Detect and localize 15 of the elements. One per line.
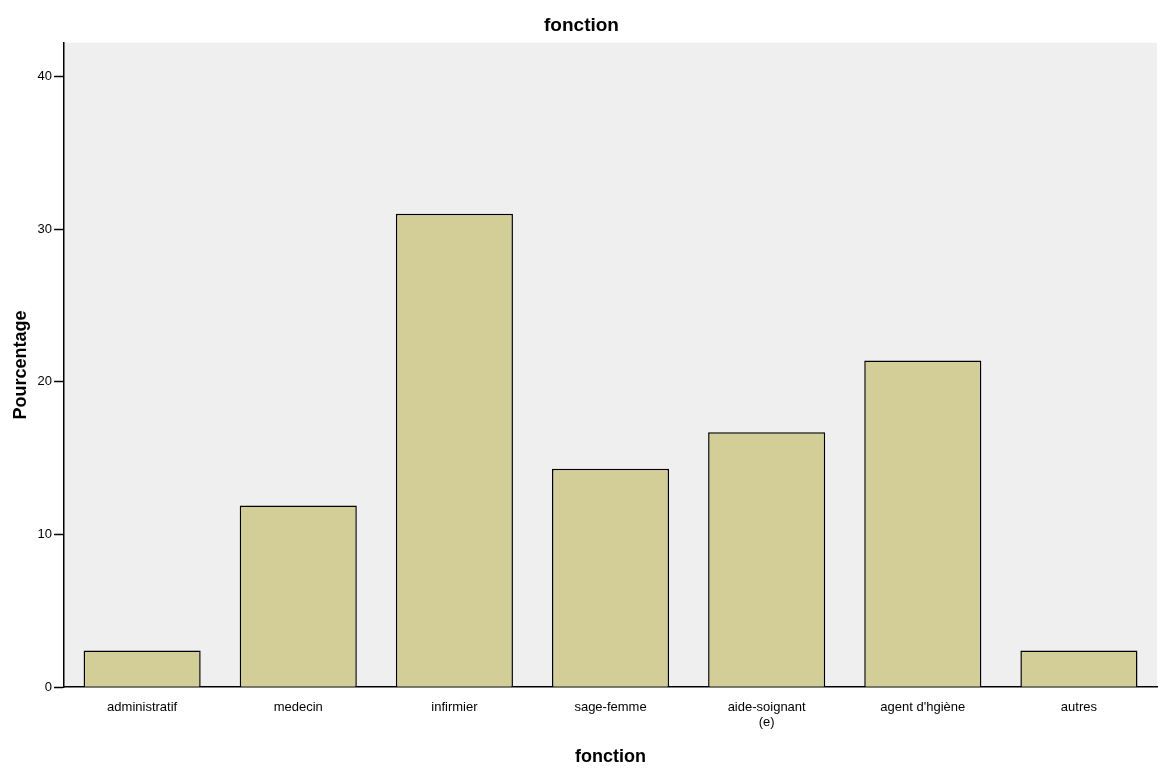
y-tick-label: 30 xyxy=(37,220,53,236)
y-axis-title: Pourcentage xyxy=(9,310,30,420)
chart-title: fonction xyxy=(544,13,619,35)
x-axis-title: fonction xyxy=(575,746,647,767)
y-tick-label: 40 xyxy=(37,67,53,83)
x-tick-label: sage-femme xyxy=(574,698,647,714)
x-tick-label: infirmier xyxy=(431,698,479,714)
y-tick-label: 20 xyxy=(37,373,53,389)
x-tick-label: agent d'hgiène xyxy=(880,698,966,714)
y-tick-label: 10 xyxy=(37,526,53,542)
x-tick-label: medecin xyxy=(273,698,323,714)
x-tick-label: autres xyxy=(1060,698,1098,714)
y-tick-label: 0 xyxy=(44,678,53,694)
x-tick-label: administratif xyxy=(107,698,178,714)
x-tick-label: aide-soignant (e) xyxy=(727,698,807,730)
